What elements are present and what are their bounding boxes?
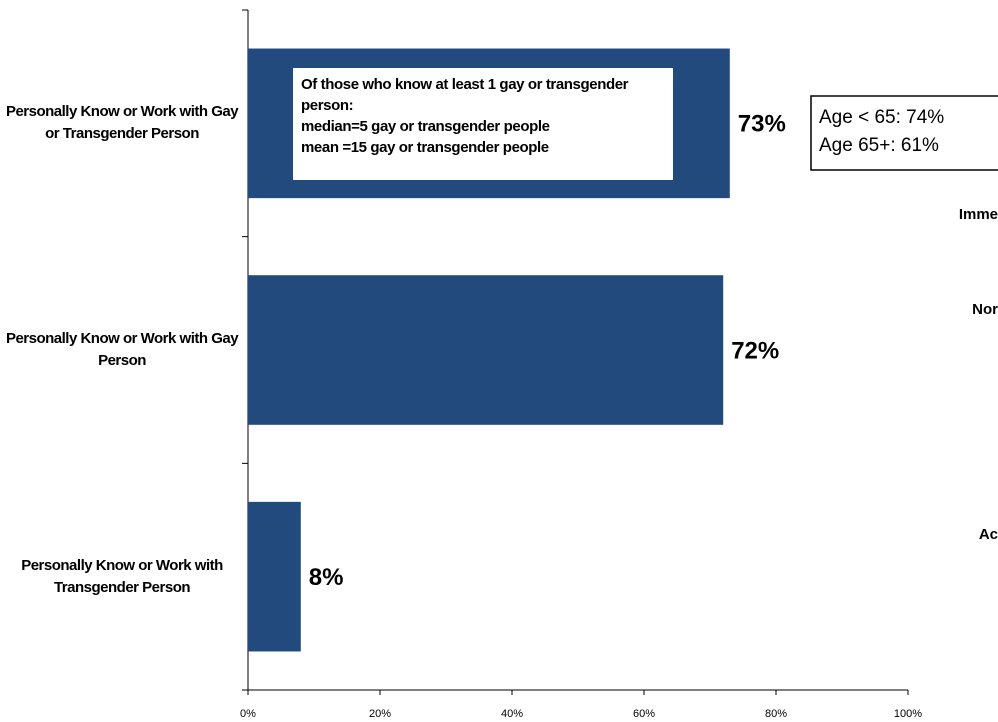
annotation-box: [293, 68, 673, 180]
x-tick-label: 40%: [501, 708, 523, 720]
annotation: Of those who know at least 1 gay or tran…: [301, 74, 669, 158]
value-label: 72%: [731, 337, 779, 364]
age-text: Age < 65: 74%: [819, 107, 944, 128]
x-tick-label: 80%: [765, 708, 787, 720]
category-label: Personally Know or Work with Gay or Tran…: [5, 103, 239, 143]
value-label: 73%: [738, 111, 786, 138]
bar: [248, 501, 301, 652]
x-tick-label: 100%: [894, 708, 922, 720]
cropped-label: Nor: [972, 301, 998, 318]
category-label: Personally Know or Work with Gay Person: [5, 330, 239, 369]
x-tick-label: 0%: [240, 708, 256, 720]
cropped-label: Ac: [979, 526, 998, 543]
bar: [248, 275, 724, 425]
age-text: Age 65+: 61%: [819, 135, 939, 156]
x-tick-label: 20%: [369, 708, 391, 720]
x-tick-label: 60%: [633, 708, 655, 720]
cropped-label: Imme: [959, 206, 998, 223]
category-label: Personally Know or Work with Transgender…: [21, 556, 223, 596]
annotation-line: mean =15 gay or transgender people: [301, 139, 549, 156]
annotation-line: Of those who know at least 1 gay or tran…: [301, 76, 629, 114]
age-box: [810, 95, 998, 171]
value-label: 8%: [309, 564, 344, 591]
annotation-line: median=5 gay or transgender people: [301, 118, 550, 135]
